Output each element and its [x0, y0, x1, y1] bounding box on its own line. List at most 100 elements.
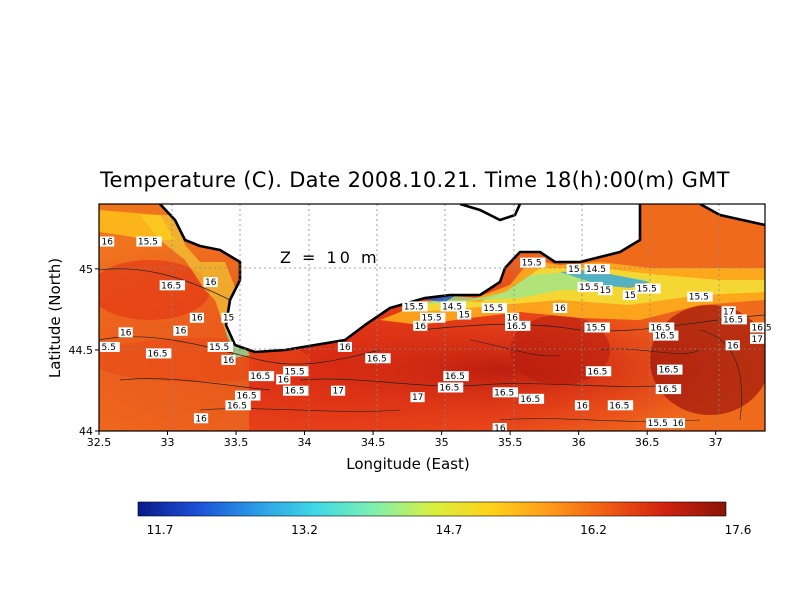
map-frame	[98, 203, 766, 432]
contour-label-text: 16	[494, 424, 506, 434]
contour-label-text: 16.5	[439, 383, 459, 393]
contour-label: 16	[221, 354, 236, 366]
contour-label: 16.5	[443, 371, 469, 382]
x-tick-label: 33.5	[224, 436, 249, 449]
contour-label-text: 16	[223, 356, 235, 366]
contour-label-text: 15.5	[483, 304, 503, 314]
contour-label-bg	[670, 418, 686, 429]
contour-label-text: 16	[415, 322, 427, 332]
contour-label-text: 16.5	[367, 354, 387, 364]
contour-label-bg	[584, 264, 610, 275]
contour-label-bg	[520, 257, 546, 268]
contour-label: 16.5	[657, 364, 683, 376]
contour-label-text: 15	[568, 265, 579, 275]
contour-label: 17	[410, 392, 425, 403]
contour-label-bg	[283, 385, 309, 396]
contour-label-bg	[193, 413, 209, 424]
contour-label-text: 16.5	[655, 332, 675, 342]
contour-label-bg	[437, 382, 464, 393]
contour-label-bg	[337, 341, 353, 352]
contour-label-bg	[100, 341, 120, 352]
x-tick-label: 34.5	[361, 436, 386, 449]
contour-label: 17	[721, 306, 736, 317]
contour-label-text: 15.5	[285, 367, 305, 377]
contour-label-text: 16.5	[494, 388, 514, 398]
contour-label: 17	[330, 385, 346, 397]
contour-label-bg	[420, 312, 446, 323]
contour-label-bg	[136, 236, 162, 247]
contour-label-text: 17	[332, 387, 343, 397]
contour-label-bg	[276, 374, 291, 385]
contour-label-text: 15.5	[689, 293, 709, 303]
contour-label: 16.5	[653, 330, 679, 342]
contour-label-bg	[584, 322, 610, 333]
contour-label: 16	[337, 341, 353, 353]
contour-label: 16	[670, 418, 686, 429]
contour-label: 16	[203, 277, 218, 288]
contour-label: 16.5	[225, 400, 251, 411]
contour-label-bg	[457, 309, 472, 320]
contour-label: 16.5	[159, 280, 186, 291]
contour-label-text: 15.5	[404, 302, 424, 312]
contour-label: 15.5	[402, 301, 428, 312]
contour-label: 16	[552, 303, 568, 314]
x-tick-label: 35.5	[498, 436, 523, 449]
contour-label: 16	[413, 320, 428, 332]
contour-label: 16	[100, 236, 115, 248]
colorbar-tick-label: 11.7	[147, 523, 174, 537]
contour-label: 17	[750, 333, 765, 345]
contour-label-text: 16.5	[723, 315, 743, 325]
contour-label-text: 16.5	[445, 372, 465, 382]
contour-label: 14.5	[440, 301, 466, 312]
contour-label-text: 16.5	[250, 372, 270, 382]
contour-label-bg	[173, 325, 188, 336]
contour-label-bg	[189, 312, 205, 323]
contour-label: 16.5	[721, 314, 747, 325]
contour-label: 16.5	[750, 322, 776, 333]
contour-label-text: 16	[195, 414, 207, 424]
contour-label: 15	[566, 264, 581, 275]
x-tick-label: 37	[709, 436, 723, 449]
contour-label-bg	[365, 353, 391, 364]
colorbar-tick-label: 14.7	[436, 523, 463, 537]
contour-label: 16.5	[648, 322, 675, 333]
contour-label: 5.5	[100, 341, 120, 353]
contour-label-text: 14.5	[586, 265, 606, 275]
colorbar-ticks: 11.7 13.2 14.7 16.2 17.6	[147, 523, 752, 537]
contour-label-bg	[750, 333, 765, 344]
contour-label: 15.5	[635, 283, 661, 295]
contour-label-bg	[492, 423, 507, 433]
contour-label-text: 16	[102, 238, 114, 248]
contour-label-text: 15.5	[209, 343, 229, 353]
contour-label: 15	[622, 290, 638, 301]
contour-label: 16.5	[145, 348, 172, 359]
contour-label-text: 15.5	[138, 238, 158, 248]
contour-label-bg	[402, 301, 428, 312]
contour-label: 14.5	[584, 264, 610, 275]
contour-label-text: 15	[624, 291, 635, 301]
contour-label: 16	[725, 340, 740, 351]
contour-label: 15.5	[520, 257, 546, 269]
contour-label: 16.5	[607, 400, 634, 411]
contour-label: 16	[173, 325, 188, 337]
contour-label-text: 15.5	[422, 314, 442, 324]
colorbar-tick-label: 16.2	[580, 523, 607, 537]
contour-label-text: 16	[205, 278, 217, 288]
contour-label-bg	[207, 341, 234, 352]
x-tick-label: 35	[435, 436, 449, 449]
contour-label-text: 16	[507, 314, 519, 324]
contour-label-text: 15.5	[586, 323, 606, 333]
y-tick-label: 44.5	[69, 344, 94, 357]
contour-label-bg	[687, 291, 713, 302]
contour-label-bg	[657, 364, 683, 375]
contour-label-text: 16.5	[659, 366, 679, 376]
contour-label-bg	[552, 303, 568, 314]
contour-label-text: 15	[223, 314, 234, 324]
contour-label-text: 16.5	[520, 395, 540, 405]
x-tick-label: 36.5	[635, 436, 660, 449]
contour-label: 15.5	[577, 281, 604, 293]
contour-label: 16	[276, 374, 291, 385]
contour-label: 16.5	[365, 353, 391, 364]
